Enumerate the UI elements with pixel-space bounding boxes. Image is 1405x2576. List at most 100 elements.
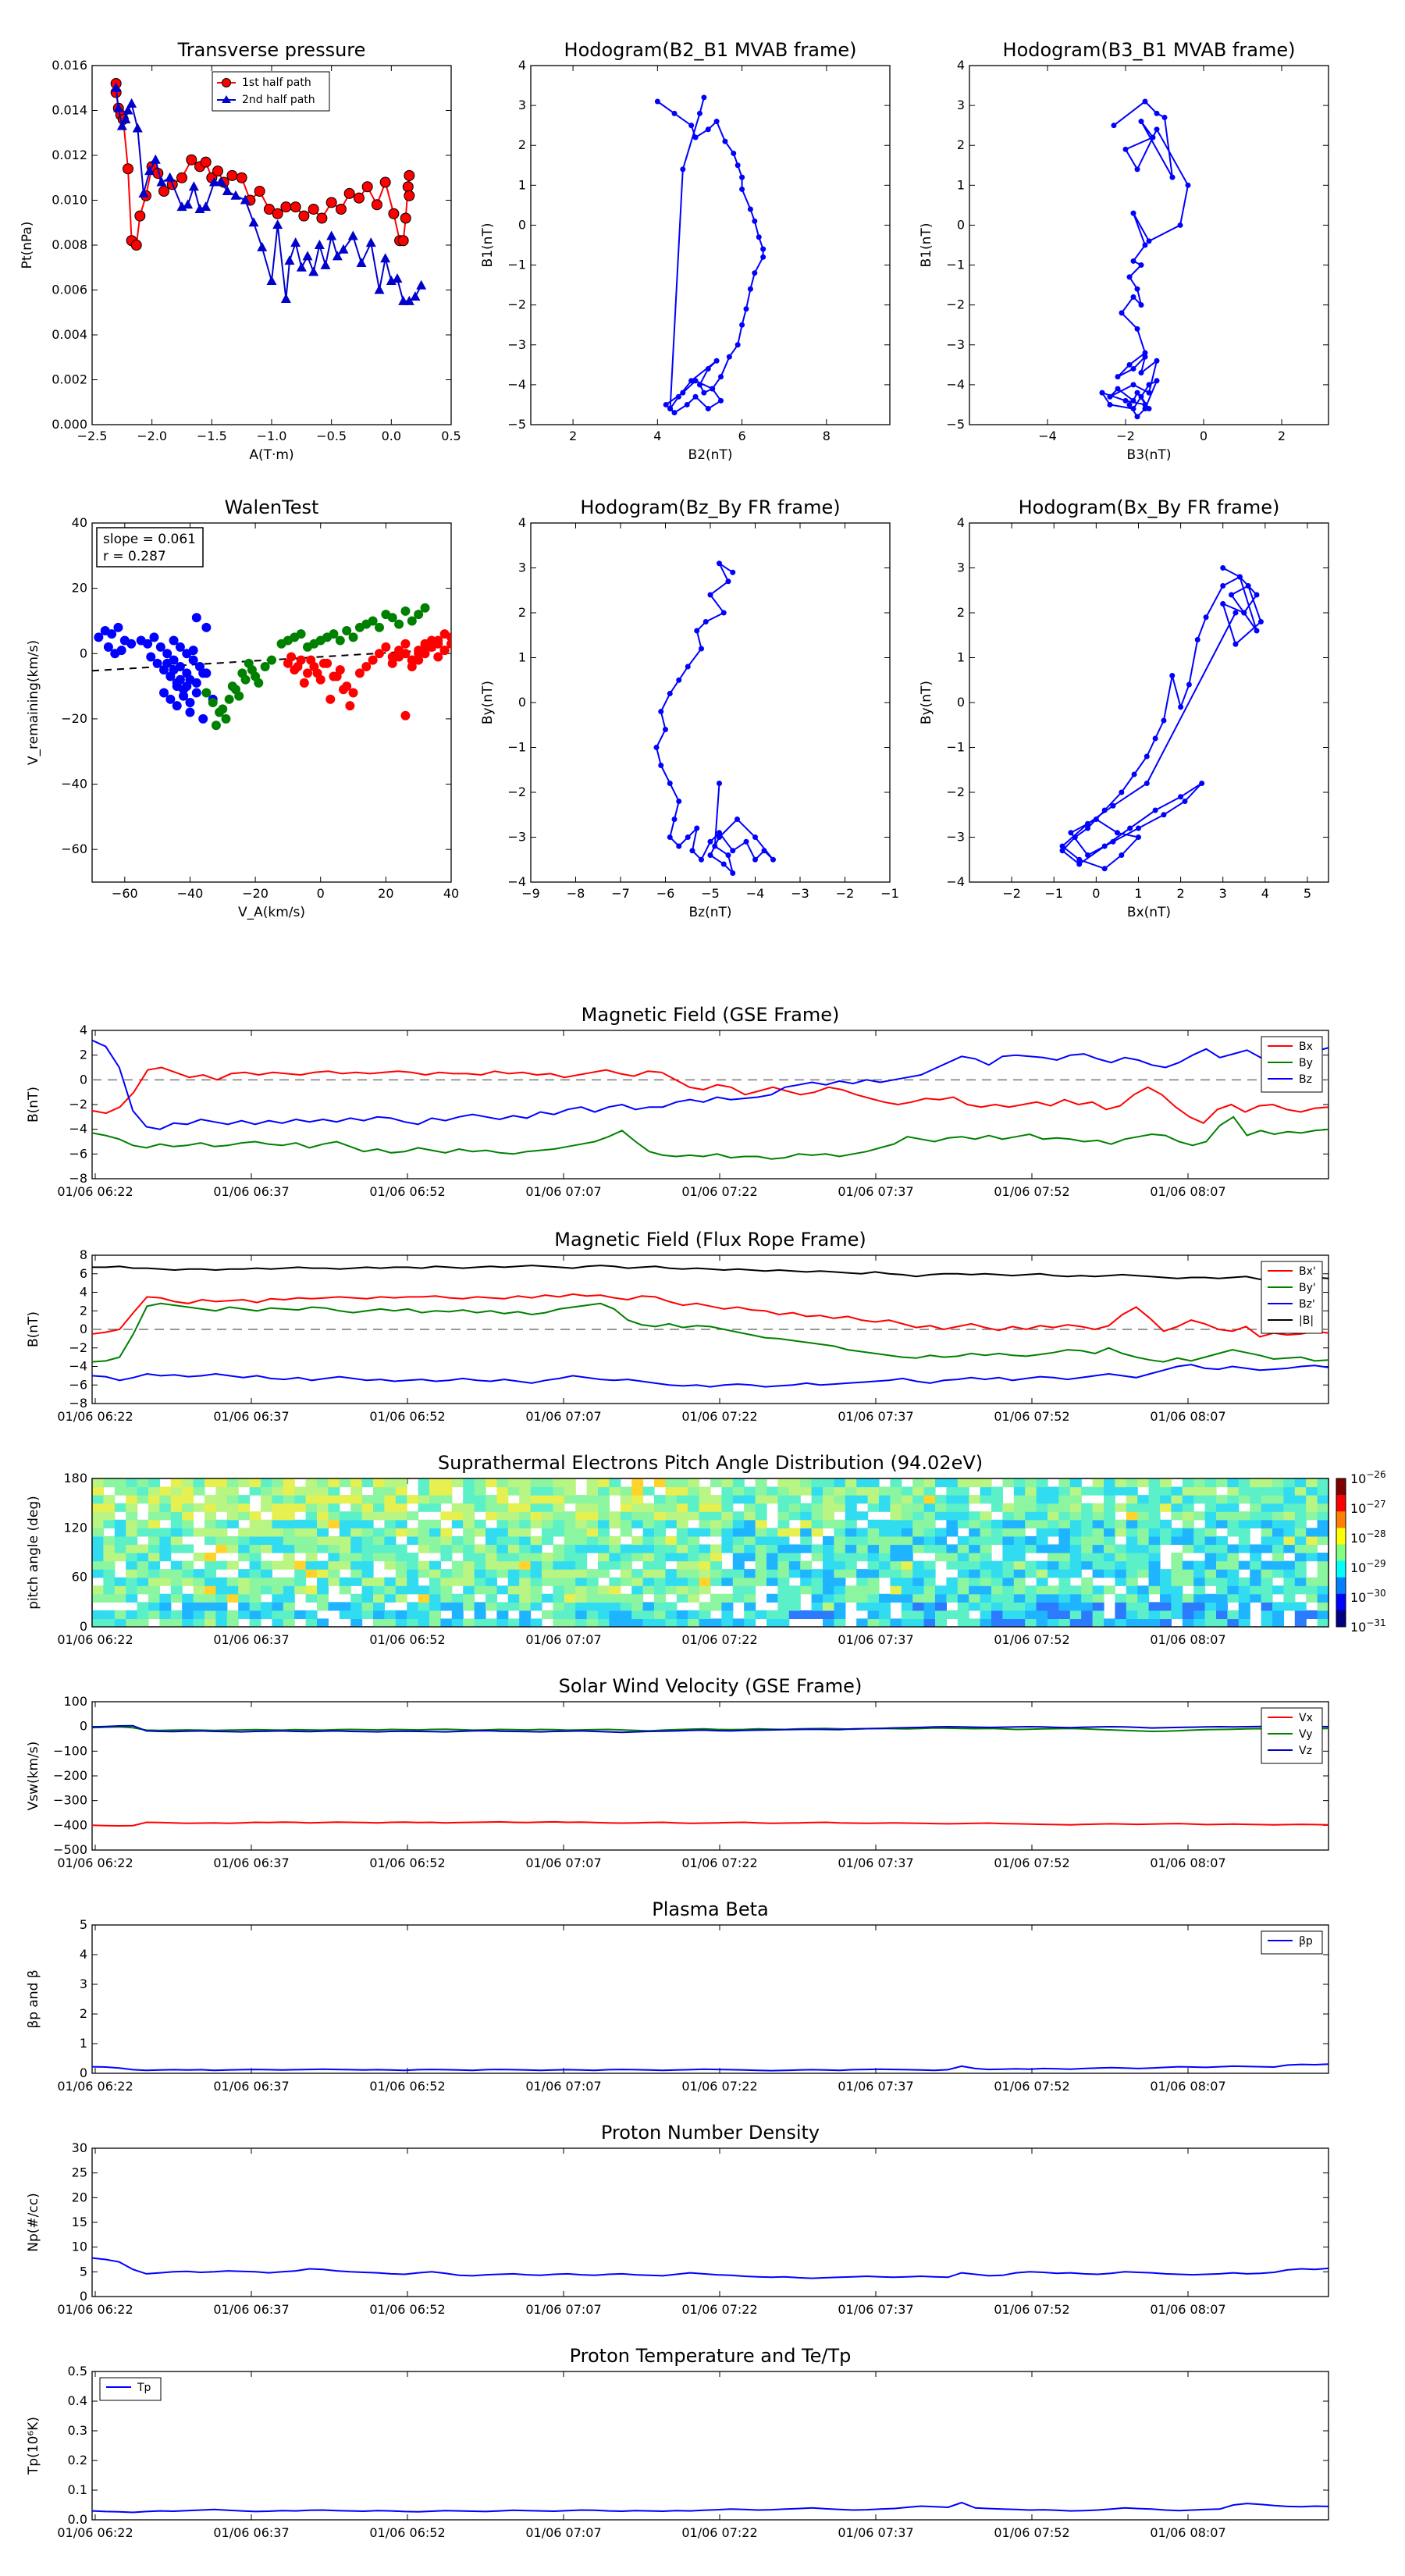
pad-heatmap-cell bbox=[1013, 1511, 1026, 1521]
pad-heatmap-cell bbox=[305, 1544, 318, 1553]
pad-heatmap-cell bbox=[429, 1519, 441, 1528]
pad-heatmap-cell bbox=[294, 1528, 307, 1537]
pad-heatmap-cell bbox=[1204, 1569, 1217, 1578]
pad-heatmap-cell bbox=[1283, 1535, 1296, 1546]
vsw-legend-box bbox=[1261, 1707, 1323, 1764]
pad-heatmap-cell bbox=[654, 1544, 666, 1553]
pt-data-point bbox=[200, 156, 212, 168]
pad-heatmap-cell bbox=[1148, 1544, 1161, 1553]
pt-data-point bbox=[392, 273, 403, 283]
pad-heatmap-cell bbox=[1081, 1511, 1094, 1521]
pad-heatmap-cell bbox=[744, 1544, 756, 1553]
pad-heatmap-cell bbox=[1261, 1544, 1273, 1553]
pad-heatmap-cell bbox=[631, 1495, 644, 1504]
pad-heatmap-cell bbox=[249, 1486, 261, 1496]
y-tick-label: 0 bbox=[80, 1619, 87, 1634]
pad-heatmap-cell bbox=[553, 1610, 565, 1620]
pad-heatmap-cell bbox=[148, 1593, 160, 1603]
pad-heatmap-cell bbox=[575, 1618, 588, 1627]
pad-heatmap-cell bbox=[788, 1593, 801, 1603]
walen-data-point bbox=[169, 665, 179, 675]
y-tick-label: 4 bbox=[518, 515, 526, 530]
y-axis-label: B1(nT) bbox=[919, 223, 934, 268]
time-tick-label: 01/06 07:52 bbox=[994, 1184, 1069, 1199]
pad-heatmap-cell bbox=[856, 1495, 869, 1504]
pt-data-point bbox=[296, 262, 307, 272]
time-tick-label: 01/06 07:22 bbox=[681, 2079, 757, 2094]
pad-heatmap-cell bbox=[879, 1560, 891, 1570]
pad-heatmap-cell bbox=[1025, 1519, 1037, 1528]
pad-heatmap-cell bbox=[721, 1569, 734, 1578]
pad-heatmap-cell bbox=[215, 1618, 228, 1627]
pt-data-point bbox=[144, 165, 155, 176]
pad-heatmap-cell bbox=[856, 1544, 869, 1553]
pad-heatmap-cell bbox=[1250, 1495, 1262, 1504]
pad-heatmap-cell bbox=[486, 1553, 497, 1562]
pad-heatmap-cell bbox=[732, 1495, 745, 1504]
pt-data-point bbox=[400, 212, 411, 224]
x-tick-label: −4 bbox=[746, 886, 765, 901]
pad-heatmap-cell bbox=[665, 1577, 678, 1586]
pad-heatmap-cell bbox=[586, 1593, 599, 1603]
pad-heatmap-cell bbox=[395, 1553, 407, 1562]
h1-data-point bbox=[760, 246, 767, 252]
y-tick-label: 0.008 bbox=[52, 237, 87, 252]
pad-heatmap-cell bbox=[935, 1535, 947, 1546]
pad-heatmap-cell bbox=[519, 1535, 532, 1546]
pad-heatmap-cell bbox=[676, 1569, 688, 1578]
pad-heatmap-cell bbox=[92, 1535, 104, 1546]
h1-data-point bbox=[752, 270, 758, 276]
h4-data-point bbox=[1178, 794, 1184, 800]
pad-heatmap-cell bbox=[923, 1585, 936, 1595]
pad-heatmap-cell bbox=[1058, 1569, 1071, 1578]
pad-heatmap-cell bbox=[205, 1618, 216, 1627]
pad-heatmap-cell bbox=[542, 1569, 553, 1578]
pad-heatmap-cell bbox=[496, 1560, 509, 1570]
pad-heatmap-cell bbox=[1182, 1602, 1194, 1611]
pad-heatmap-cell bbox=[339, 1535, 351, 1546]
pad-heatmap-cell bbox=[373, 1478, 385, 1488]
pad-heatmap-cell bbox=[170, 1577, 183, 1586]
pad-heatmap-cell bbox=[834, 1610, 846, 1620]
pad-heatmap-cell bbox=[1126, 1560, 1138, 1570]
pad-heatmap-cell bbox=[598, 1602, 610, 1611]
pad-heatmap-cell bbox=[1171, 1577, 1183, 1586]
pad-heatmap-cell bbox=[350, 1602, 363, 1611]
pad-heatmap-cell bbox=[665, 1610, 678, 1620]
pad-heatmap-cell bbox=[1160, 1577, 1172, 1586]
pad-heatmap-cell bbox=[507, 1577, 520, 1586]
pad-heatmap-cell bbox=[1160, 1569, 1172, 1578]
h2-data-point bbox=[1122, 397, 1129, 404]
pad-heatmap-cell bbox=[395, 1519, 407, 1528]
pad-heatmap-cell bbox=[598, 1585, 610, 1595]
pad-heatmap-cell bbox=[553, 1585, 565, 1595]
h2-data-point bbox=[1126, 361, 1133, 368]
pt-data-point bbox=[236, 172, 247, 183]
pad-heatmap-cell bbox=[1306, 1528, 1318, 1537]
pad-heatmap-cell bbox=[486, 1618, 497, 1627]
pad-heatmap-cell bbox=[1002, 1593, 1015, 1603]
h2-data-point bbox=[1138, 393, 1144, 400]
pad-heatmap-cell bbox=[811, 1544, 823, 1553]
pad-heatmap-cell bbox=[923, 1486, 936, 1496]
pad-heatmap-cell bbox=[1261, 1535, 1273, 1546]
walen-data-point bbox=[191, 678, 201, 688]
colorbar-label-base: 10 bbox=[1350, 1560, 1366, 1575]
pad-heatmap-cell bbox=[1092, 1610, 1104, 1620]
pad-heatmap-cell bbox=[170, 1478, 183, 1488]
colorbar-segment bbox=[1336, 1560, 1346, 1578]
pad-heatmap-cell bbox=[676, 1585, 688, 1595]
pad-heatmap-cell bbox=[788, 1486, 801, 1496]
pad-heatmap-cell bbox=[114, 1585, 126, 1595]
y-tick-label: 60 bbox=[72, 1570, 87, 1585]
pad-heatmap-cell bbox=[912, 1602, 925, 1611]
pad-heatmap-cell bbox=[767, 1535, 778, 1546]
pad-heatmap-cell bbox=[788, 1602, 801, 1611]
pad-heatmap-cell bbox=[1104, 1618, 1115, 1627]
time-tick-label: 01/06 08:07 bbox=[1150, 1409, 1225, 1424]
h3-data-point bbox=[699, 646, 704, 652]
pad-heatmap-cell bbox=[800, 1610, 813, 1620]
pad-heatmap-cell bbox=[530, 1569, 542, 1578]
pt-data-point bbox=[123, 105, 133, 115]
y-tick-label: −300 bbox=[53, 1793, 87, 1808]
